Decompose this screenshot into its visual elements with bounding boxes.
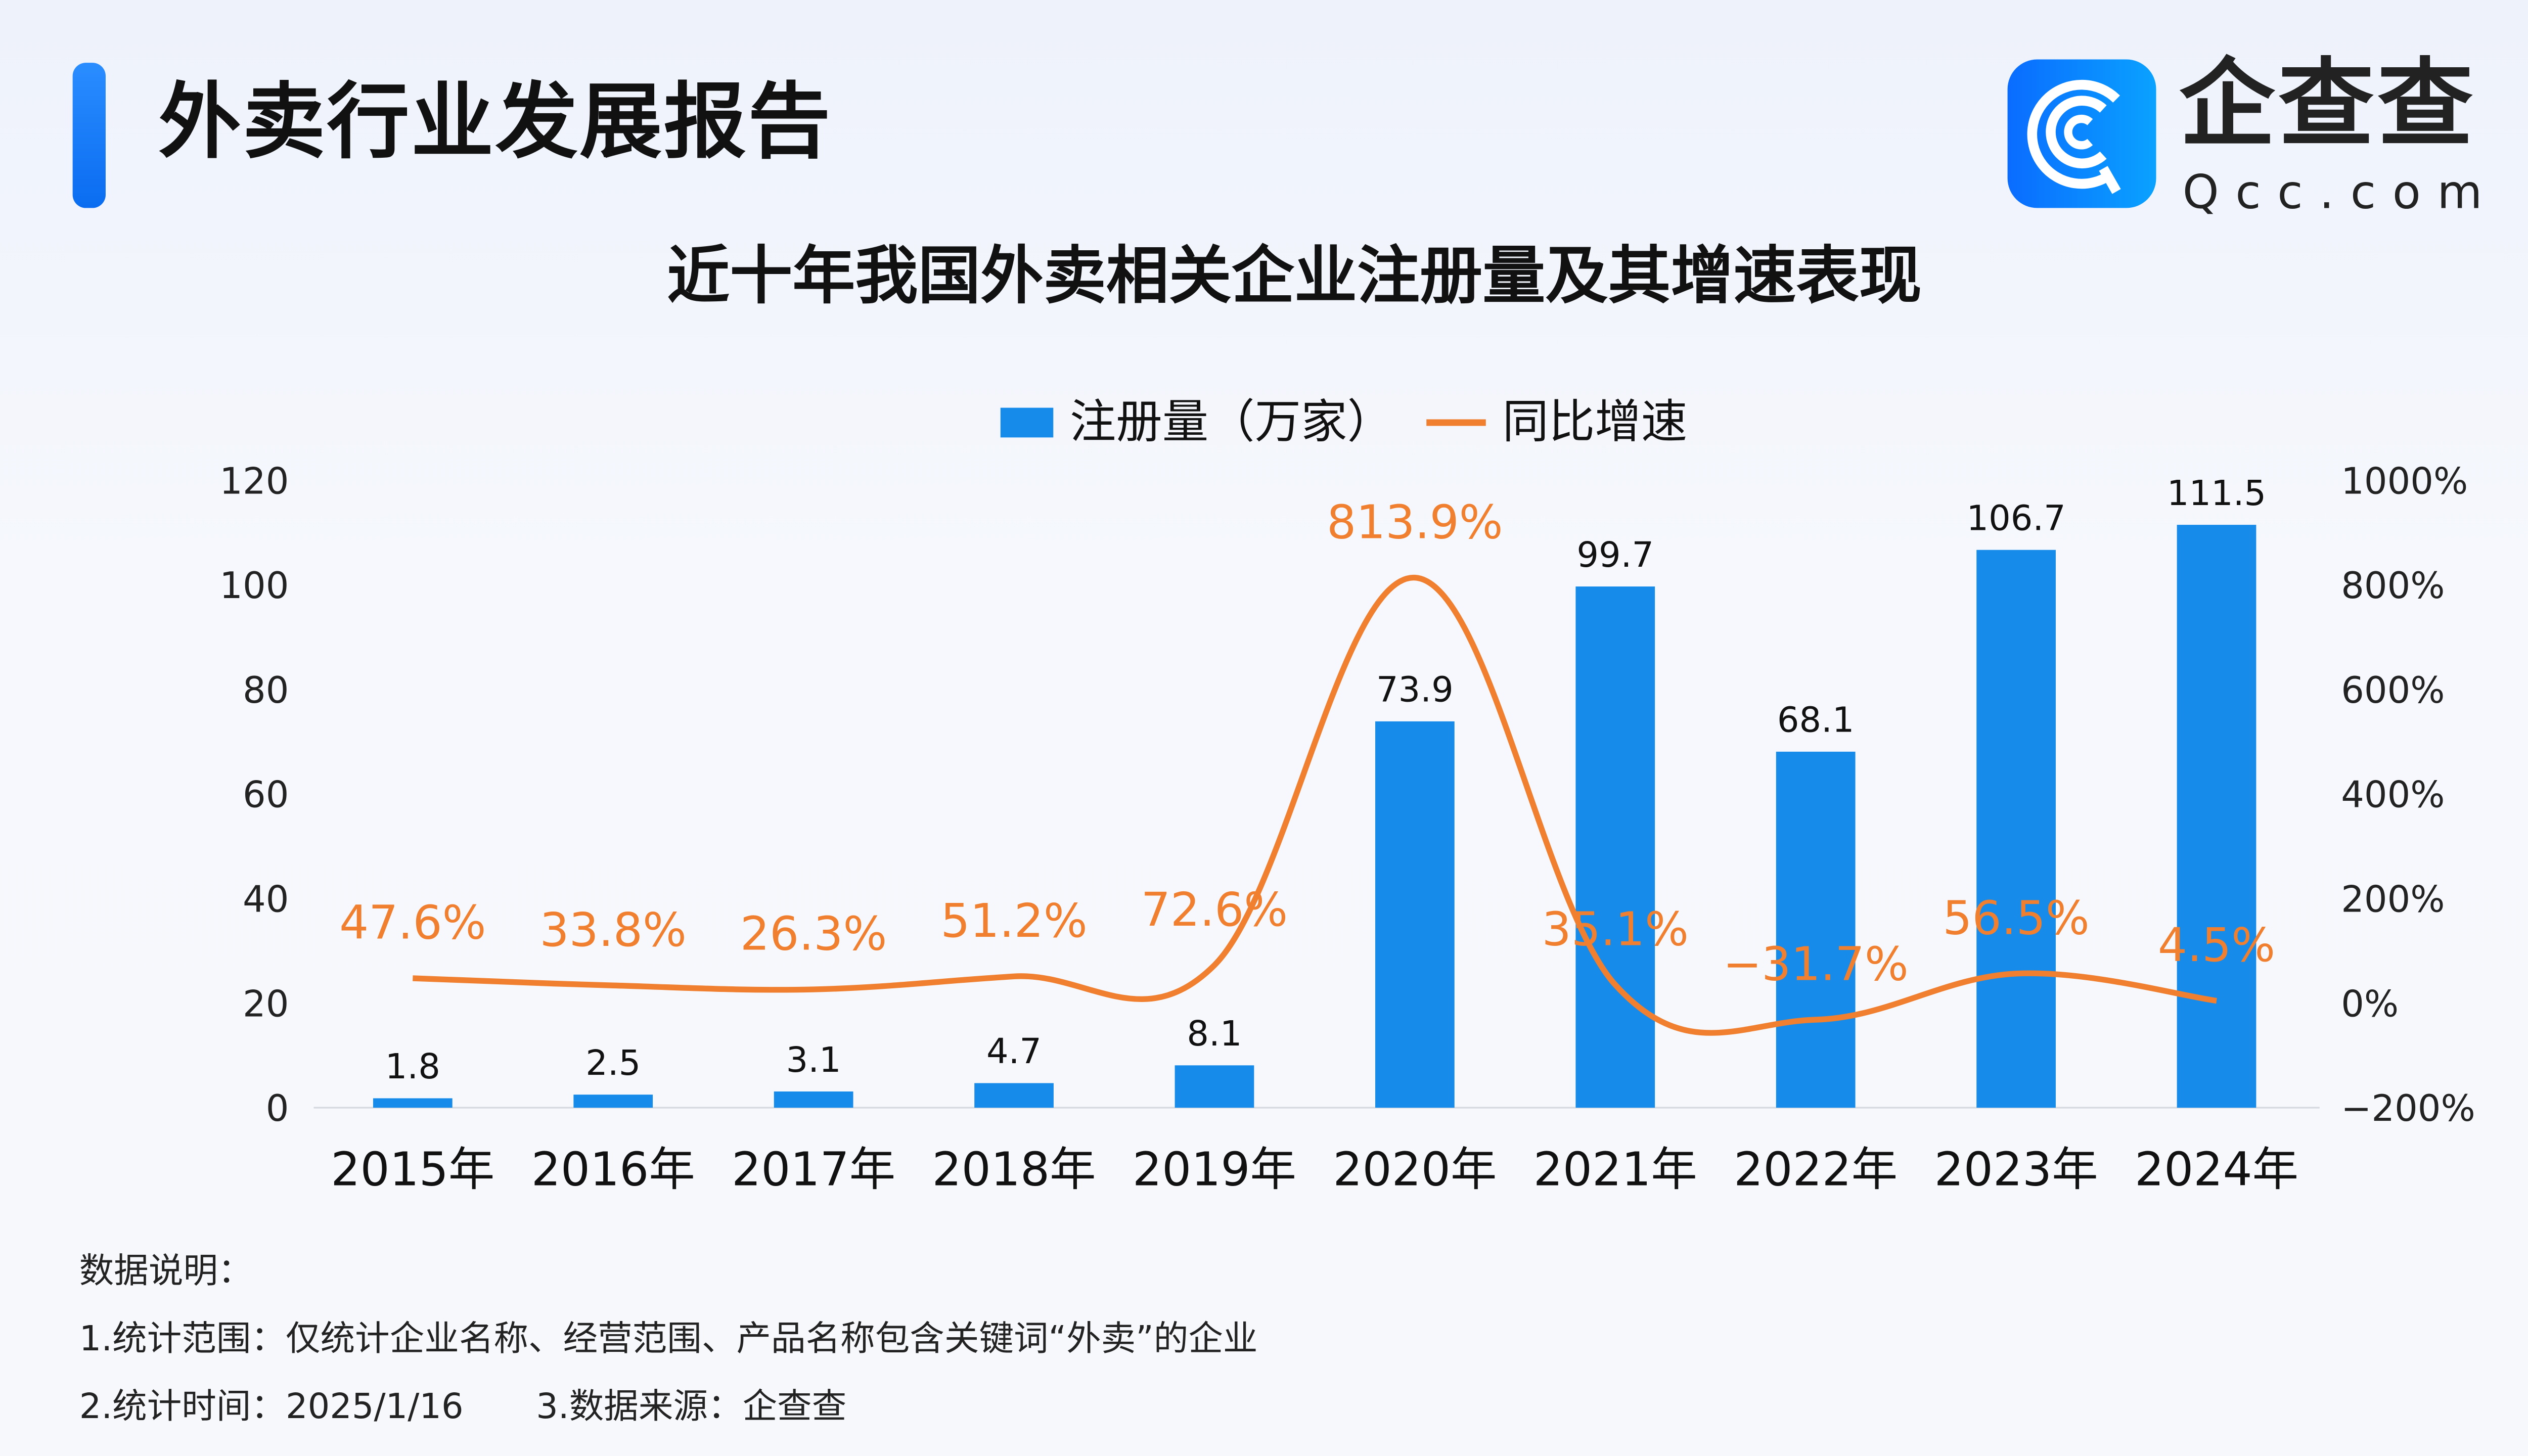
bar (1776, 751, 1856, 1108)
growth-value-label: 72.6% (1141, 883, 1288, 937)
growth-value-label: 51.2% (940, 894, 1087, 948)
growth-value-label: 33.8% (540, 903, 687, 957)
x-axis-tick: 2016年 (531, 1142, 695, 1196)
right-axis-tick: 1000% (2341, 460, 2468, 502)
bar-value-label: 99.7 (1576, 535, 1654, 575)
bar-value-label: 8.1 (1187, 1014, 1242, 1054)
accent-bar (72, 63, 106, 208)
legend-line-swatch (1426, 419, 1486, 426)
right-axis-tick: 400% (2341, 774, 2445, 816)
legend: 注册量（万家） 同比增速 (1000, 393, 1688, 452)
notes-scope: 1.统计范围：仅统计企业名称、经营范围、产品名称包含关键词“外卖”的企业 (79, 1318, 1258, 1359)
notes-time: 2.统计时间：2025/1/16 (79, 1386, 464, 1427)
right-axis-tick: 0% (2341, 982, 2399, 1025)
bar-value-label: 1.8 (385, 1046, 440, 1087)
right-axis-tick: −200% (2341, 1087, 2475, 1129)
x-axis-tick: 2024年 (2135, 1142, 2298, 1196)
notes-source: 3.数据来源：企查查 (536, 1386, 847, 1427)
bar (2177, 525, 2256, 1108)
qcc-logo-icon (2007, 59, 2156, 208)
data-notes: 数据说明： 1.统计范围：仅统计企业名称、经营范围、产品名称包含关键词“外卖”的… (79, 1238, 1258, 1441)
x-axis-tick: 2023年 (1934, 1142, 2098, 1196)
bar-value-label: 4.7 (986, 1031, 1042, 1072)
bar-value-label: 106.7 (1966, 498, 2065, 539)
growth-value-label: 56.5% (1943, 891, 2089, 945)
legend-bar-swatch (1000, 407, 1054, 438)
left-axis-tick: 0 (266, 1087, 289, 1129)
bar (1175, 1065, 1254, 1108)
x-axis-tick: 2022年 (1734, 1142, 1898, 1196)
chart-title: 近十年我国外卖相关企业注册量及其增速表现 (667, 239, 1922, 312)
bar-value-label: 73.9 (1376, 670, 1454, 710)
left-axis-tick: 100 (219, 564, 289, 607)
bar (1575, 586, 1655, 1108)
report-title: 外卖行业发展报告 (158, 74, 832, 170)
notes-heading: 数据说明： (79, 1251, 253, 1291)
x-axis-tick: 2021年 (1533, 1142, 1697, 1196)
growth-value-label: 35.1% (1542, 902, 1689, 957)
growth-value-label: 47.6% (339, 896, 486, 950)
growth-line (413, 574, 2217, 1036)
bar-value-label: 2.5 (585, 1043, 641, 1083)
right-axis-tick: 800% (2341, 564, 2445, 607)
x-axis-tick: 2019年 (1133, 1142, 1296, 1196)
growth-value-label: 813.9% (1327, 495, 1503, 549)
bar (573, 1095, 653, 1108)
left-axis-tick: 60 (243, 774, 289, 816)
legend-line-label: 同比增速 (1502, 394, 1688, 449)
growth-value-label: −31.7% (1723, 937, 1909, 991)
left-axis-tick: 20 (243, 982, 289, 1025)
logo-text-en: Qcc.com (2182, 165, 2499, 220)
left-axis-tick: 80 (243, 669, 289, 711)
bar (1375, 721, 1455, 1108)
bar (774, 1091, 853, 1108)
x-axis-tick: 2015年 (331, 1142, 494, 1196)
right-axis-tick: 600% (2341, 669, 2445, 711)
growth-value-label: 26.3% (740, 907, 887, 961)
x-axis-tick: 2018年 (932, 1142, 1096, 1196)
bar (1976, 550, 2056, 1108)
bar-value-label: 3.1 (786, 1040, 841, 1080)
left-axis-tick: 120 (219, 460, 289, 502)
bar-value-label: 111.5 (2167, 473, 2266, 514)
x-axis-tick: 2017年 (732, 1142, 895, 1196)
left-axis-tick: 40 (243, 878, 289, 921)
x-axis-tick: 2020年 (1333, 1142, 1497, 1196)
right-axis-tick: 200% (2341, 878, 2445, 921)
growth-value-label: 4.5% (2158, 918, 2275, 972)
logo-text-cn: 企查查 (2179, 48, 2477, 160)
bar (974, 1083, 1054, 1108)
bar-value-label: 68.1 (1777, 700, 1855, 741)
legend-bar-label: 注册量（万家） (1069, 394, 1393, 449)
bar (373, 1098, 453, 1108)
